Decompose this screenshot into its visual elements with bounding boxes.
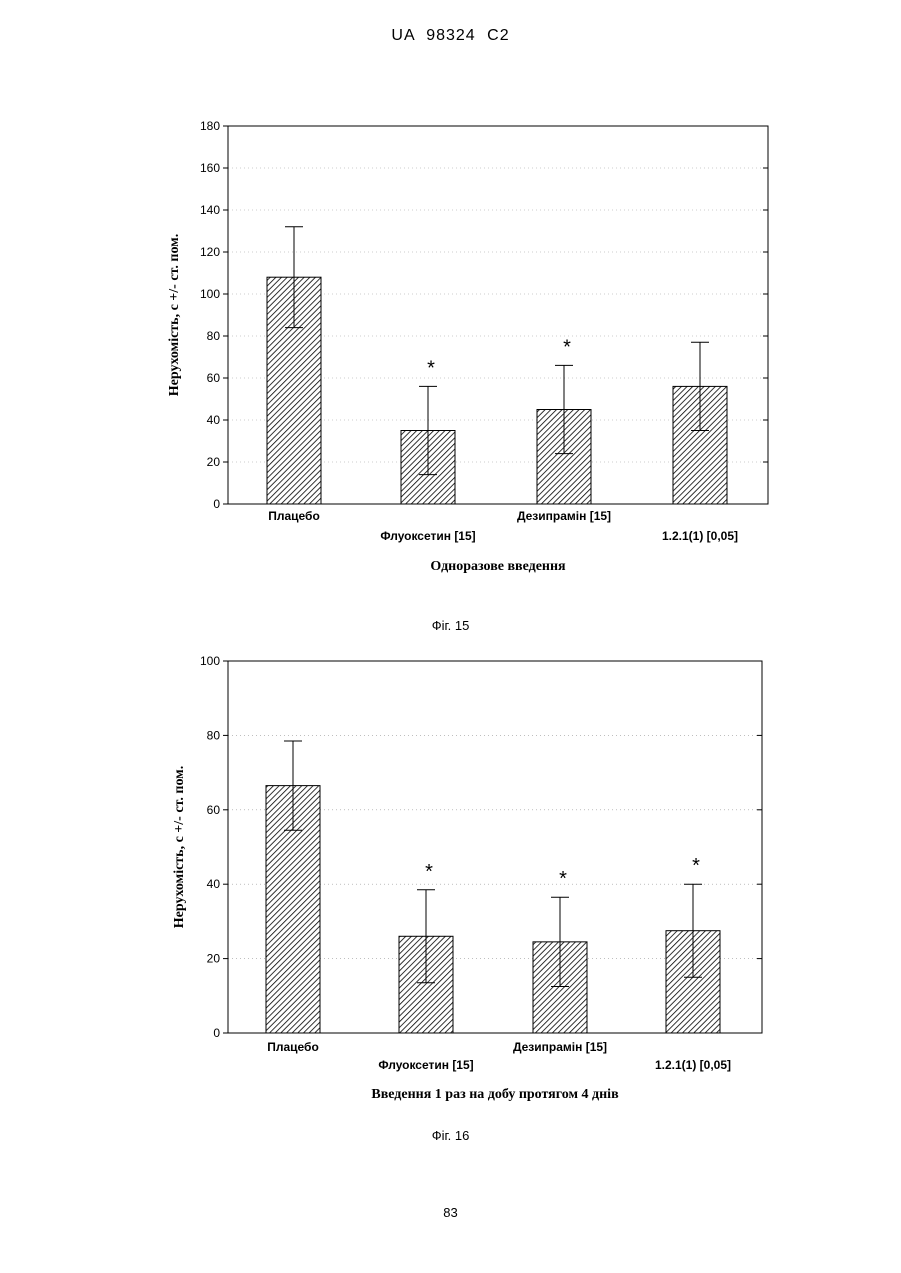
patent-header: UA 98324 C2 — [0, 27, 901, 45]
significance-asterisk: * — [427, 357, 435, 379]
category-label: Дезипрамін [15] — [513, 1040, 607, 1054]
figure-15-caption: Фіг. 15 — [0, 618, 901, 633]
category-label: Флуоксетин [15] — [378, 1058, 473, 1072]
figure-16-chart: * * * 0 20 40 60 80 100 Плацебо Флуоксетин [15] Д… — [0, 640, 901, 1120]
figure-16-caption: Фіг. 16 — [0, 1128, 901, 1143]
category-label: Плацебо — [267, 1040, 319, 1054]
y-tick-label: 140 — [200, 203, 220, 217]
category-label: 1.2.1(1) [0,05] — [655, 1058, 731, 1072]
significance-asterisk: * — [692, 855, 700, 877]
y-tick-label: 100 — [200, 287, 220, 301]
y-tick-label: 80 — [207, 728, 221, 742]
category-label: Дезипрамін [15] — [517, 509, 611, 523]
y-tick-label: 20 — [207, 455, 221, 469]
x-axis-label: Введення 1 раз на добу протягом 4 днів — [371, 1087, 619, 1102]
category-label: Плацебо — [268, 509, 320, 523]
page-number: 83 — [0, 1205, 901, 1220]
y-tick-label: 20 — [207, 952, 221, 966]
y-axis-label: Нерухомість, с +/- ст. пом. — [172, 766, 187, 928]
y-axis-label: Нерухомість, с +/- ст. пом. — [167, 234, 182, 396]
y-tick-label: 60 — [207, 371, 221, 385]
y-tick-label: 0 — [213, 497, 220, 511]
y-tick-label: 0 — [213, 1026, 220, 1040]
category-label: Флуоксетин [15] — [380, 529, 475, 543]
y-tick-label: 60 — [207, 803, 221, 817]
y-tick-label: 100 — [200, 654, 220, 668]
y-tick-label: 40 — [207, 877, 221, 891]
category-label: 1.2.1(1) [0,05] — [662, 529, 738, 543]
y-tick-label: 80 — [207, 329, 221, 343]
x-axis-label: Одноразове введення — [430, 559, 566, 574]
y-tick-label: 120 — [200, 245, 220, 259]
figure-15-chart: * * 0 20 40 60 80 100 120 140 160 180 Плацебо Флуок… — [0, 100, 901, 590]
y-tick-label: 40 — [207, 413, 221, 427]
y-tick-label: 160 — [200, 161, 220, 175]
y-tick-label: 180 — [200, 119, 220, 133]
significance-asterisk: * — [563, 336, 571, 358]
significance-asterisk: * — [425, 861, 433, 883]
significance-asterisk: * — [559, 868, 567, 890]
